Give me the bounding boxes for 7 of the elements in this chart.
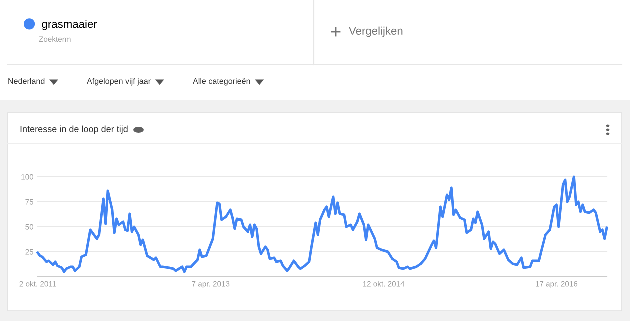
text: Alle categorieën [193,78,250,86]
text: Vergelijken [349,26,403,38]
legend-label: grasmaaier [42,20,98,30]
chart-title: Interesse in de loop der tijd [20,126,128,134]
text: Nederland [8,78,45,84]
line-series [36,176,608,274]
text: Afgelopen vijf jaar [87,78,151,86]
